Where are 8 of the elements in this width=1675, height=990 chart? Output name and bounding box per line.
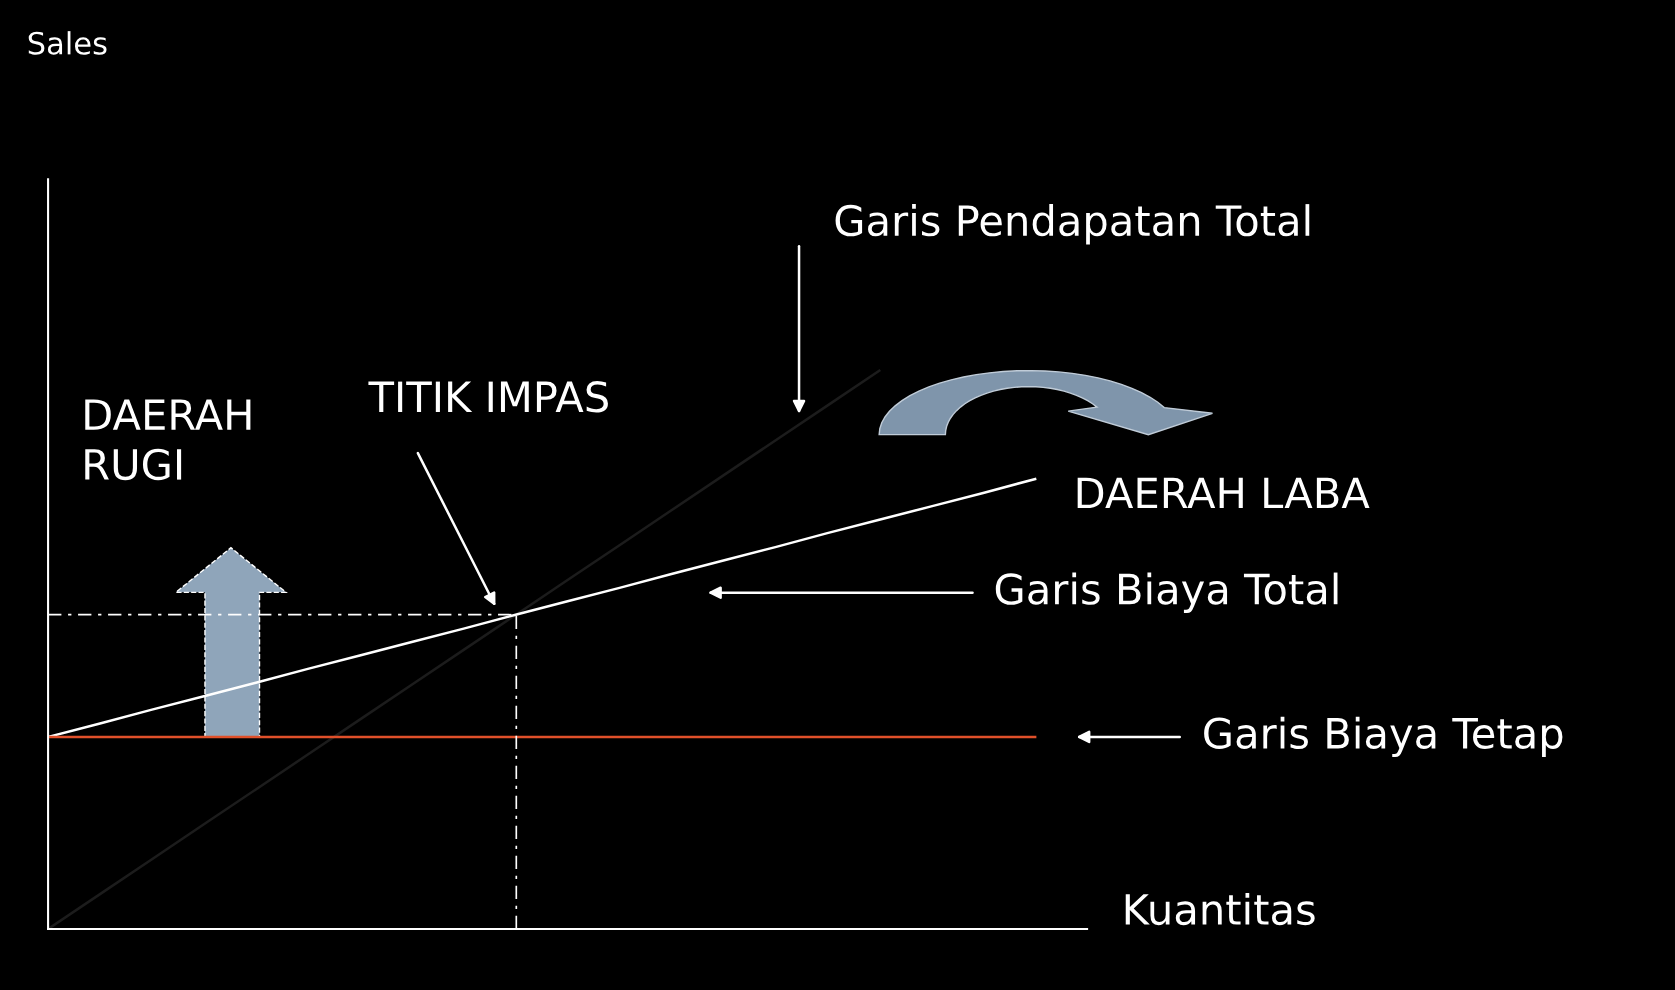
text: Garis Pendapatan Total	[835, 204, 1310, 245]
text: Garis Biaya Tetap	[1204, 716, 1563, 758]
annotation: DAERAH LABA	[1077, 477, 1370, 509]
x-axis-title: Kuantitas	[1125, 892, 1315, 926]
annotation: Garis Biaya Total	[995, 572, 1338, 613]
annotation: TITIK IMPAS	[368, 381, 608, 413]
annotation: DAERAH RUGI	[85, 399, 251, 481]
text: Sales	[28, 31, 107, 55]
